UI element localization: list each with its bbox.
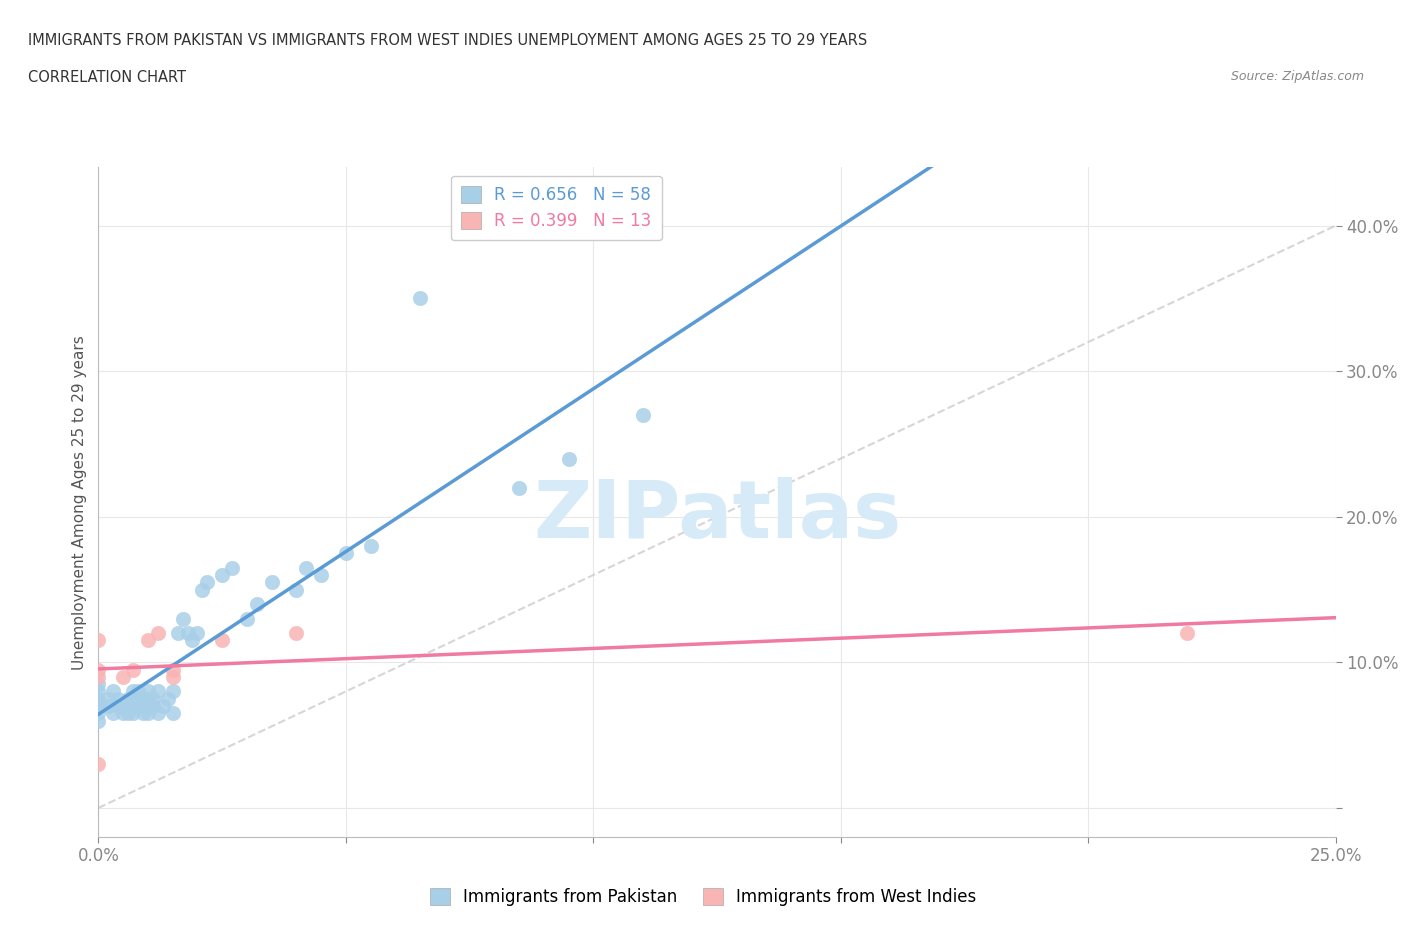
Point <box>117 698 139 713</box>
Point <box>260 575 283 590</box>
Point <box>112 698 135 713</box>
Point <box>142 691 165 706</box>
Point <box>117 706 139 721</box>
Point <box>186 626 208 641</box>
Point <box>195 575 218 590</box>
Point <box>557 451 579 466</box>
Point <box>285 582 308 597</box>
Point <box>136 706 159 721</box>
Point <box>87 684 110 698</box>
Point <box>136 684 159 698</box>
Text: ZIPatlas: ZIPatlas <box>533 476 901 554</box>
Point <box>246 597 269 612</box>
Text: Source: ZipAtlas.com: Source: ZipAtlas.com <box>1230 70 1364 83</box>
Point <box>1175 626 1198 641</box>
Point <box>87 706 110 721</box>
Point <box>236 611 259 626</box>
Point <box>211 567 233 582</box>
Point <box>107 698 129 713</box>
Point <box>285 626 308 641</box>
Point <box>146 684 169 698</box>
Point <box>409 291 432 306</box>
Point <box>87 633 110 648</box>
Point <box>127 691 149 706</box>
Point <box>127 698 149 713</box>
Point <box>152 698 174 713</box>
Point <box>122 691 145 706</box>
Point <box>132 706 155 721</box>
Text: CORRELATION CHART: CORRELATION CHART <box>28 70 186 85</box>
Point <box>97 698 120 713</box>
Point <box>146 626 169 641</box>
Point <box>136 691 159 706</box>
Point <box>221 560 243 575</box>
Point <box>127 684 149 698</box>
Point <box>211 633 233 648</box>
Point <box>132 698 155 713</box>
Point <box>107 691 129 706</box>
Point <box>122 684 145 698</box>
Point <box>191 582 214 597</box>
Point <box>87 691 110 706</box>
Point <box>87 757 110 772</box>
Point <box>360 538 382 553</box>
Point <box>87 698 110 713</box>
Point <box>295 560 318 575</box>
Point <box>166 626 188 641</box>
Point <box>117 691 139 706</box>
Point <box>122 662 145 677</box>
Point <box>508 480 530 495</box>
Point <box>136 633 159 648</box>
Point <box>122 706 145 721</box>
Point <box>103 706 125 721</box>
Point <box>87 677 110 692</box>
Point <box>162 706 184 721</box>
Point <box>631 407 654 422</box>
Point <box>112 670 135 684</box>
Point <box>136 698 159 713</box>
Point <box>156 691 179 706</box>
Point <box>103 684 125 698</box>
Point <box>87 662 110 677</box>
Legend: Immigrants from Pakistan, Immigrants from West Indies: Immigrants from Pakistan, Immigrants fro… <box>423 881 983 912</box>
Point <box>87 713 110 728</box>
Point <box>162 670 184 684</box>
Point <box>335 546 357 561</box>
Text: IMMIGRANTS FROM PAKISTAN VS IMMIGRANTS FROM WEST INDIES UNEMPLOYMENT AMONG AGES : IMMIGRANTS FROM PAKISTAN VS IMMIGRANTS F… <box>28 33 868 47</box>
Point <box>87 670 110 684</box>
Point <box>172 611 194 626</box>
Point <box>181 633 204 648</box>
Point <box>112 706 135 721</box>
Point <box>97 691 120 706</box>
Y-axis label: Unemployment Among Ages 25 to 29 years: Unemployment Among Ages 25 to 29 years <box>72 335 87 670</box>
Point <box>146 706 169 721</box>
Point <box>309 567 332 582</box>
Point <box>142 698 165 713</box>
Legend: R = 0.656   N = 58, R = 0.399   N = 13: R = 0.656 N = 58, R = 0.399 N = 13 <box>451 176 661 240</box>
Point <box>162 684 184 698</box>
Point <box>162 662 184 677</box>
Point <box>176 626 198 641</box>
